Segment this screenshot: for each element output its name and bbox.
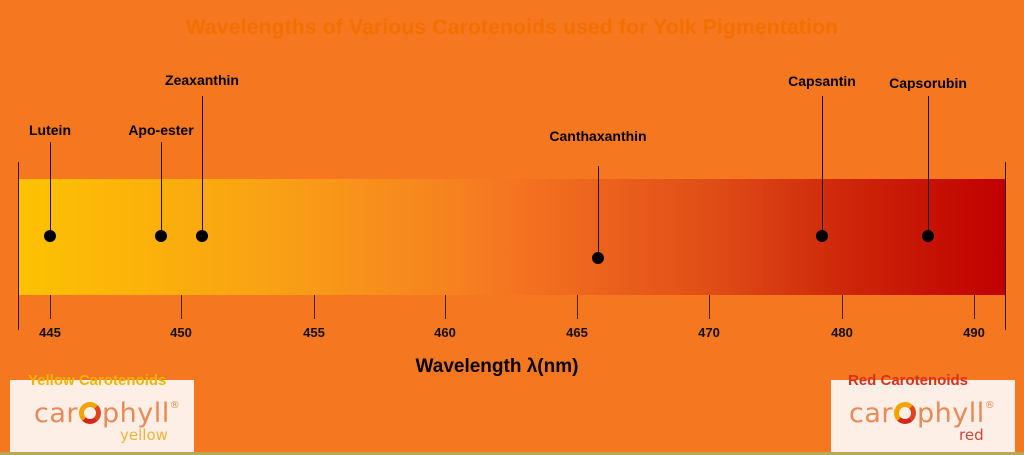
- red-carotenoids-heading: Red Carotenoids: [848, 372, 969, 389]
- carotenoid-label: Zeaxanthin: [165, 72, 239, 88]
- bottom-border: [0, 452, 1024, 455]
- carophyll-red-logo: car phyll® red: [831, 380, 1015, 452]
- brand-prefix: car: [849, 398, 893, 429]
- carotenoid-label: Lutein: [29, 122, 71, 138]
- x-tick-mark: [974, 295, 975, 319]
- marker-stem: [160, 142, 162, 236]
- variant-label: red: [959, 426, 984, 444]
- swirl-icon: [894, 402, 916, 424]
- x-tick-mark: [842, 295, 843, 319]
- data-point-dot: [155, 230, 167, 242]
- x-tick-label: 465: [566, 325, 588, 340]
- x-tick-mark: [445, 295, 446, 319]
- x-tick-label: 480: [831, 325, 853, 340]
- x-tick-label: 490: [963, 325, 985, 340]
- marker-stem: [597, 166, 599, 258]
- yellow-carotenoids-heading: Yellow Carotenoids: [28, 372, 167, 389]
- x-tick-label: 460: [434, 325, 456, 340]
- x-tick-mark: [50, 295, 51, 319]
- carotenoid-label: Apo-ester: [128, 122, 194, 138]
- x-tick-mark: [181, 295, 182, 319]
- variant-label: yellow: [120, 426, 168, 444]
- swirl-icon: [79, 402, 101, 424]
- brand-prefix: car: [34, 398, 78, 429]
- marker-stem: [49, 142, 51, 236]
- carotenoid-label: Canthaxanthin: [549, 128, 647, 144]
- brand-suffix: phyll: [102, 398, 170, 429]
- data-point-dot: [44, 230, 56, 242]
- x-tick-mark: [577, 295, 578, 319]
- wavelength-gradient-bar: [18, 179, 1005, 295]
- registered-mark: ®: [984, 400, 996, 411]
- chart-title: Wavelengths of Various Carotenoids used …: [185, 16, 839, 39]
- marker-stem: [927, 96, 929, 236]
- x-tick-label: 470: [698, 325, 720, 340]
- brand-suffix: phyll: [917, 398, 985, 429]
- carophyll-yellow-logo: car phyll® yellow: [10, 380, 194, 452]
- brand-wordmark: car phyll®: [849, 398, 995, 429]
- data-point-dot: [922, 230, 934, 242]
- data-point-dot: [196, 230, 208, 242]
- x-tick-mark: [314, 295, 315, 319]
- x-tick-label: 455: [303, 325, 325, 340]
- data-point-dot: [816, 230, 828, 242]
- x-tick-label: 445: [39, 325, 61, 340]
- marker-stem: [821, 96, 823, 236]
- axis-right-boundary: [1005, 162, 1006, 330]
- x-axis-label: Wavelength λ(nm): [415, 356, 579, 377]
- data-point-dot: [592, 252, 604, 264]
- brand-wordmark: car phyll®: [34, 398, 180, 429]
- marker-stem: [201, 96, 203, 236]
- carotenoid-label: Capsorubin: [889, 75, 967, 91]
- axis-left-boundary: [18, 162, 19, 330]
- x-tick-label: 450: [170, 325, 192, 340]
- registered-mark: ®: [169, 400, 181, 411]
- carotenoid-label: Capsantin: [788, 73, 856, 89]
- x-tick-mark: [709, 295, 710, 319]
